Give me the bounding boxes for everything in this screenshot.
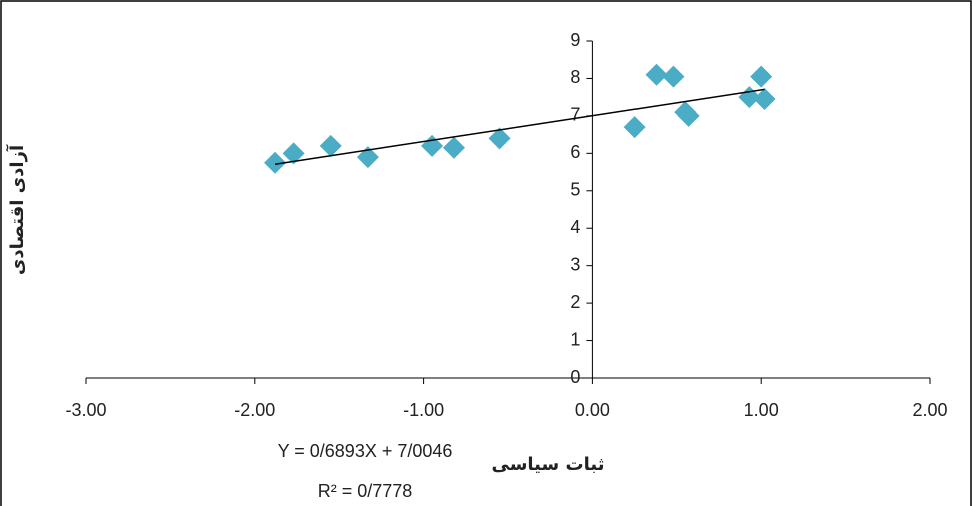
y-tick-label: 2 — [570, 292, 580, 312]
x-tick-label: -3.00 — [65, 400, 106, 420]
y-tick-label: 1 — [570, 329, 580, 349]
y-tick-label: 7 — [570, 105, 580, 125]
y-tick-label: 6 — [570, 142, 580, 162]
marker — [421, 134, 444, 157]
marker — [677, 104, 700, 127]
marker — [750, 65, 773, 88]
marker — [264, 151, 287, 174]
marker — [282, 142, 305, 165]
x-tick-label: -1.00 — [403, 400, 444, 420]
marker — [319, 134, 342, 157]
marker — [623, 116, 646, 139]
x-axis-title: ثبات سیاسی — [492, 454, 605, 475]
y-tick-label: 5 — [570, 180, 580, 200]
trendline — [274, 88, 765, 165]
y-tick-label: 4 — [570, 217, 580, 237]
y-tick-label: 3 — [570, 254, 580, 274]
marker — [645, 63, 668, 86]
y-tick-label: 0 — [570, 367, 580, 387]
marker — [662, 65, 685, 88]
x-tick-label: 0.00 — [575, 400, 610, 420]
marker — [738, 86, 761, 109]
x-tick-label: -2.00 — [234, 400, 275, 420]
marker — [753, 88, 776, 111]
trendline-r-squared: R² = 0/7778 — [318, 481, 413, 501]
y-axis-title: آزادی اقتصادی — [5, 144, 28, 275]
x-tick-label: 2.00 — [912, 400, 947, 420]
x-tick-label: 1.00 — [744, 400, 779, 420]
y-tick-label: 8 — [570, 67, 580, 87]
marker — [442, 136, 465, 159]
marker — [488, 127, 511, 150]
y-tick-label: 9 — [570, 30, 580, 50]
trendline-equation: Y = 0/6893X + 7/0046 — [278, 441, 453, 461]
